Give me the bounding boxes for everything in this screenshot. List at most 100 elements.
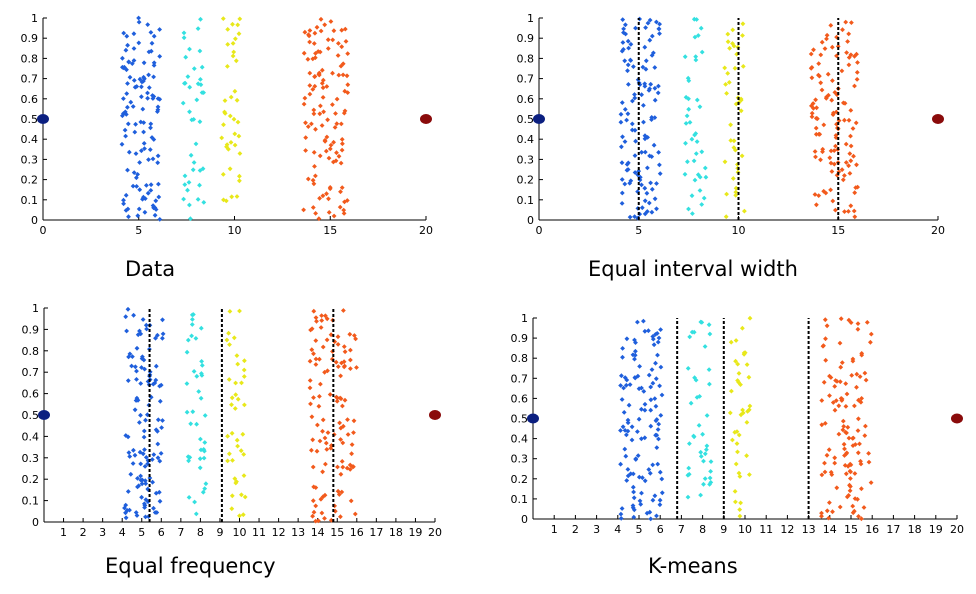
data-point — [639, 92, 644, 98]
data-point — [818, 80, 824, 86]
data-point — [341, 110, 347, 116]
data-point — [307, 385, 313, 391]
data-point — [633, 456, 639, 462]
data-point — [339, 137, 345, 142]
data-point — [137, 76, 143, 82]
data-point — [730, 41, 735, 46]
data-point — [683, 121, 689, 126]
data-point — [697, 174, 703, 180]
data-point — [736, 371, 742, 376]
data-point — [154, 510, 160, 515]
data-point — [704, 443, 710, 449]
y-tick-label: 0.1 — [517, 194, 535, 207]
data-point — [337, 204, 343, 210]
data-point — [153, 207, 159, 212]
data-point — [222, 109, 227, 115]
data-point — [229, 430, 235, 436]
data-point — [143, 322, 149, 328]
data-point — [723, 214, 729, 220]
data-point — [242, 402, 247, 408]
data-point — [635, 373, 641, 379]
data-point — [233, 36, 238, 42]
data-point — [311, 308, 317, 314]
data-point — [828, 160, 834, 166]
data-point — [306, 32, 311, 38]
data-point — [342, 349, 348, 355]
data-point — [317, 111, 323, 117]
data-point — [334, 121, 340, 127]
data-point — [126, 450, 132, 455]
data-point — [824, 452, 830, 458]
data-point — [197, 168, 203, 173]
data-point — [155, 455, 161, 461]
data-point — [644, 510, 650, 516]
data-point — [700, 431, 705, 437]
data-point — [345, 82, 351, 88]
data-point — [636, 474, 642, 480]
data-point — [746, 374, 752, 380]
data-point — [694, 17, 699, 22]
data-point — [197, 465, 203, 471]
data-point — [124, 33, 130, 39]
data-point — [742, 350, 748, 356]
data-point — [648, 180, 653, 186]
data-point — [858, 461, 864, 467]
data-point — [847, 151, 853, 156]
data-point — [646, 372, 652, 378]
data-point — [339, 27, 345, 33]
data-point — [846, 209, 851, 214]
data-point — [123, 133, 128, 139]
data-point — [130, 461, 136, 466]
data-point — [620, 424, 626, 430]
data-point — [121, 96, 126, 101]
data-point — [324, 84, 330, 89]
data-point — [819, 510, 824, 516]
data-point — [834, 485, 840, 491]
data-point — [187, 455, 193, 460]
data-point — [320, 494, 326, 500]
data-point — [145, 190, 151, 196]
data-point — [150, 479, 155, 485]
data-point — [630, 484, 636, 490]
y-tick-label: 0.2 — [22, 473, 40, 486]
endpoint-right — [951, 413, 963, 424]
x-tick-label: 7 — [678, 523, 685, 536]
data-point — [842, 453, 847, 458]
data-point — [328, 332, 334, 338]
data-point — [811, 47, 816, 53]
data-point — [225, 433, 230, 439]
data-point — [657, 502, 663, 508]
data-point — [696, 423, 702, 428]
data-point — [159, 425, 164, 430]
data-point — [848, 462, 854, 468]
data-point — [130, 183, 136, 189]
data-point — [124, 67, 129, 73]
data-point — [199, 64, 205, 70]
data-point — [658, 364, 664, 370]
data-point — [227, 113, 233, 119]
data-point — [322, 137, 328, 143]
data-point — [620, 40, 626, 45]
data-point — [868, 339, 873, 345]
data-point — [141, 120, 147, 125]
data-point — [349, 451, 354, 457]
data-point — [231, 335, 237, 341]
data-point — [190, 317, 195, 322]
data-point — [621, 26, 626, 32]
data-point — [623, 382, 629, 388]
data-point — [864, 320, 870, 325]
data-point — [203, 481, 209, 487]
data-point — [351, 430, 356, 435]
data-point — [625, 68, 630, 74]
data-point — [631, 514, 637, 520]
data-point — [858, 458, 863, 464]
data-point — [340, 61, 346, 67]
data-point — [744, 420, 750, 425]
data-point — [327, 146, 333, 152]
data-point — [690, 211, 695, 216]
data-point — [320, 193, 326, 199]
data-point — [649, 367, 655, 372]
data-point — [351, 418, 357, 424]
data-point — [127, 351, 133, 357]
data-point — [241, 473, 247, 478]
